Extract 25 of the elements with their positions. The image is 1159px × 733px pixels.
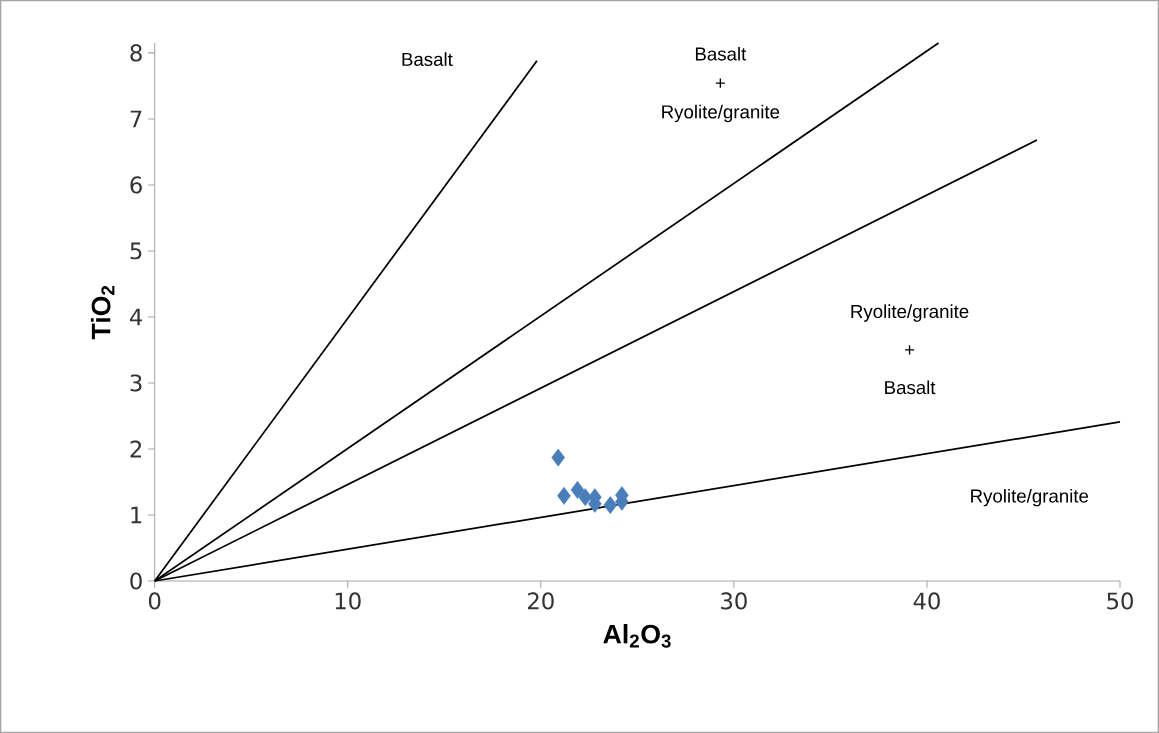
y-tick-label: 2 <box>130 440 142 458</box>
x-tick-label: 0 <box>148 592 161 610</box>
text: TiO$_{2}$ <box>90 285 115 340</box>
y-tick-label: 0 <box>130 572 142 590</box>
y-tick-label: 5 <box>130 242 142 260</box>
x-tick-label: 40 <box>913 592 940 610</box>
y-tick-label: 7 <box>130 110 142 128</box>
annotation: + <box>905 345 915 355</box>
y-tick-label: 1 <box>131 506 142 524</box>
annotation: Basalt <box>402 52 453 66</box>
y-tick-label: 4 <box>129 308 143 326</box>
x-tick-label: 10 <box>335 592 361 610</box>
annotation: Ryolite/granite <box>971 488 1089 507</box>
annotation: Ryolite/granite <box>662 104 780 123</box>
x-tick-label: 20 <box>528 592 554 610</box>
annotation: Ryolite/granite <box>851 304 969 322</box>
y-tick-label: 3 <box>130 374 142 392</box>
x-tick-label: 30 <box>721 592 747 610</box>
annotation: Basalt <box>695 46 747 61</box>
y-tick-label: 6 <box>130 176 142 194</box>
annotation: + <box>715 78 725 88</box>
annotation: Basalt <box>885 380 936 395</box>
text: Al$_{2}$O$_{3}$ <box>603 624 671 648</box>
x-tick-label: 50 <box>1107 592 1133 610</box>
y-tick-label: 8 <box>130 44 142 62</box>
